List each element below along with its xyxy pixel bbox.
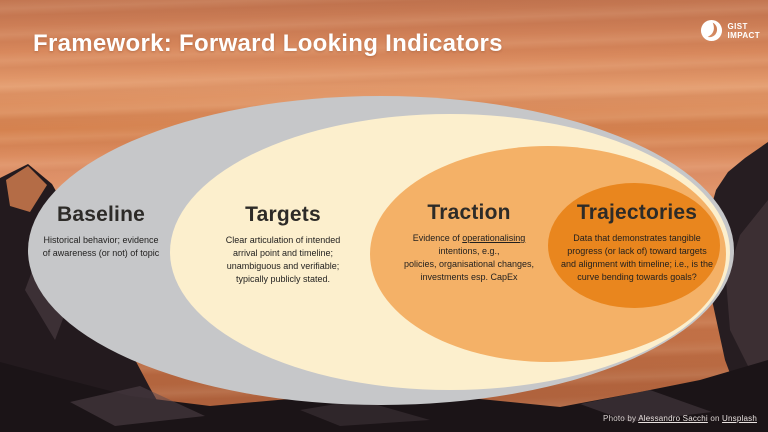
credit-prefix: Photo by [603, 414, 639, 423]
targets-heading: Targets [245, 203, 321, 226]
logo-line-2: IMPACT [727, 30, 760, 40]
gist-impact-logo: GIST IMPACT [700, 19, 760, 42]
operationalising-link[interactable]: operationalising [462, 233, 526, 243]
credit-author-link[interactable]: Alessandro Sacchi [638, 414, 708, 423]
traction-heading: Traction [427, 201, 511, 224]
traction-description: Evidence of operationalising intentions,… [390, 232, 548, 284]
baseline-description: Historical behavior; evidence of awarene… [42, 235, 160, 258]
page-title: Framework: Forward Looking Indicators [33, 30, 503, 57]
trajectories-heading: Trajectories [576, 201, 698, 224]
credit-source-link[interactable]: Unsplash [722, 414, 757, 423]
gist-impact-logo-icon [700, 19, 722, 42]
gist-impact-logo-text: GIST IMPACT [728, 22, 760, 40]
photo-credit: Photo by Alessandro Sacchi on Unsplash [603, 414, 757, 423]
section-baseline: Baseline Historical behavior; evidence o… [28, 202, 174, 260]
section-trajectories: Trajectories Data that demonstrates tang… [552, 200, 722, 284]
targets-description: Clear articulation of intended arrival p… [225, 235, 341, 284]
ellipse-trajectories [548, 183, 720, 308]
section-traction: Traction Evidence of operationalising in… [390, 200, 548, 284]
credit-connector: on [707, 414, 723, 423]
traction-description-prefix: Evidence of [412, 233, 463, 243]
baseline-heading: Baseline [57, 203, 145, 226]
trajectories-description: Data that demonstrates tangible progress… [560, 233, 714, 282]
logo-line-1: GIST [727, 21, 748, 31]
traction-description-rest: intentions, e.g., policies, organisation… [403, 246, 535, 282]
section-targets: Targets Clear articulation of intended a… [205, 202, 361, 286]
